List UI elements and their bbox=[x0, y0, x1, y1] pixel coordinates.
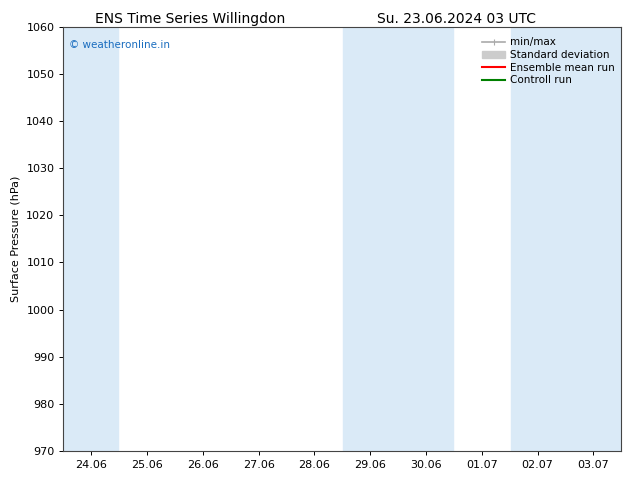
Text: © weatheronline.in: © weatheronline.in bbox=[69, 40, 170, 49]
Bar bbox=[344, 27, 453, 451]
Bar bbox=[511, 27, 621, 451]
Legend: min/max, Standard deviation, Ensemble mean run, Controll run: min/max, Standard deviation, Ensemble me… bbox=[478, 33, 619, 89]
Text: ENS Time Series Willingdon: ENS Time Series Willingdon bbox=[95, 12, 285, 26]
Bar bbox=[63, 27, 118, 451]
Text: Su. 23.06.2024 03 UTC: Su. 23.06.2024 03 UTC bbox=[377, 12, 536, 26]
Y-axis label: Surface Pressure (hPa): Surface Pressure (hPa) bbox=[11, 176, 21, 302]
